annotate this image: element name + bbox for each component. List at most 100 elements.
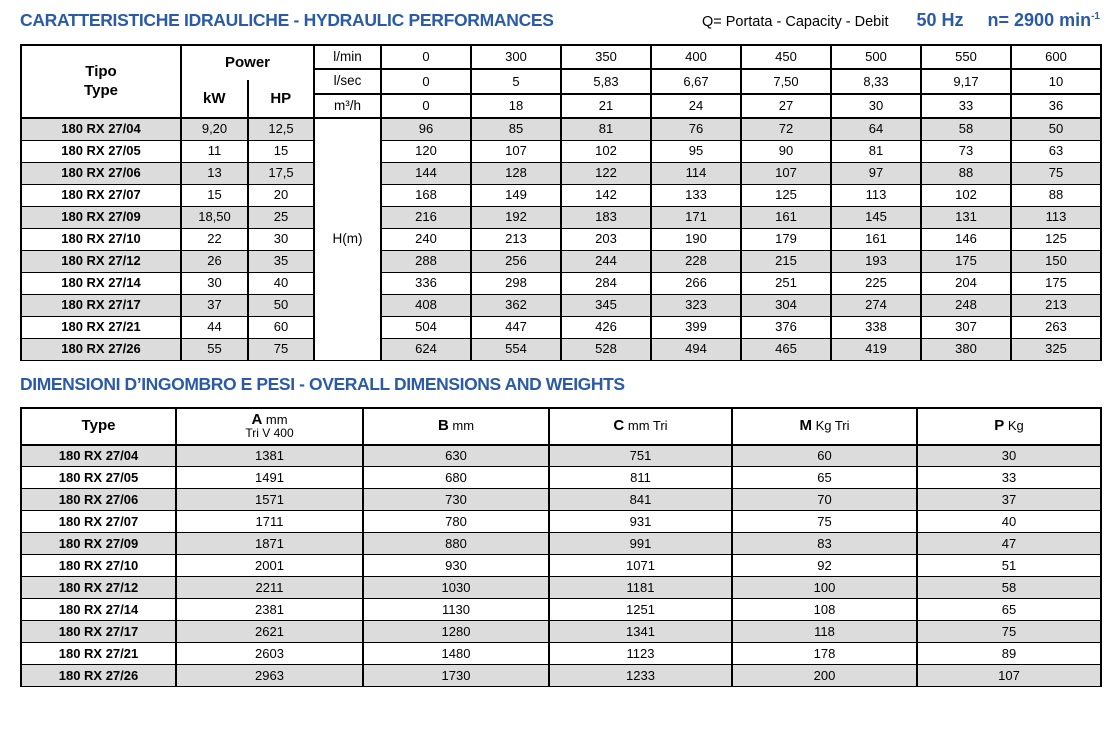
dim-column-header: B mm [362,406,550,446]
dimensions-table-body: 180 RX 27/04 1381 630 751 60 30 180 RX 27/05 14… [20,444,1102,687]
flow-value-cell: 300 [470,43,562,71]
flow-value-cell: 350 [560,43,652,71]
flow-value-cell: 36 [1010,92,1102,120]
weight-m-cell: 200 [731,664,918,687]
weight-m-cell: 70 [731,488,918,511]
head-value-cell: 554 [470,337,562,361]
head-value-cell: 465 [740,337,832,361]
power-kw-cell: 44 [180,315,249,339]
weight-m-cell: 100 [731,576,918,599]
head-value-cell: 97 [830,161,922,185]
flow-value-cell: 5,83 [560,68,652,95]
power-kw-cell: 15 [180,183,249,207]
head-value-cell: 192 [470,205,562,229]
power-kw-cell: 18,50 [180,205,249,229]
dimension-row: 180 RX 27/21 2603 1480 1123 178 89 [20,642,1102,665]
dim-a-cell: 2621 [175,620,364,643]
dimensions-title: DIMENSIONI D’INGOMBRO E PESI - OVERALL D… [20,373,625,394]
dim-a-cell: 1381 [175,444,364,467]
head-value-cell: 304 [740,293,832,317]
flow-unit-label: l/sec [313,68,382,95]
weight-m-cell: 75 [731,510,918,533]
flow-value-cell: 6,67 [650,68,742,95]
dim-c-cell: 1251 [548,598,733,621]
type-label: Type [84,81,118,99]
rotation-speed-exponent: -1 [1091,11,1100,22]
flow-value-cell: 30 [830,92,922,120]
dim-b-cell: 1280 [362,620,550,643]
head-value-cell: 380 [920,337,1012,361]
weight-p-cell: 37 [916,488,1102,511]
head-value-cell: 362 [470,293,562,317]
pump-type-cell: 180 RX 27/26 [20,337,182,361]
tipo-label: Tipo [85,62,117,80]
flow-value-cell: 24 [650,92,742,120]
flow-header-row-lmin: Tipo Type Power kW HP l/min 0 300 350 400 450… [20,43,1102,119]
head-value-cell: 72 [740,117,832,141]
power-hp-cell: 50 [247,293,315,317]
head-value-cell: 298 [470,271,562,295]
dimension-row: 180 RX 27/17 2621 1280 1341 118 75 [20,620,1102,643]
head-value-cell: 128 [470,161,562,185]
head-value-cell: 113 [830,183,922,207]
flow-value-cell: 0 [380,43,472,71]
power-kw-cell: 13 [180,161,249,185]
head-value-cell: 204 [920,271,1012,295]
head-value-cell: 408 [380,293,472,317]
power-kw-cell: 11 [180,139,249,163]
flow-unit-label: l/min [313,43,382,71]
flow-value-cell: 33 [920,92,1012,120]
hydraulic-table-body: 180 RX 27/04 9,20 12,5 H(m) 96 85 81 76 72 64 58 50… [20,117,1102,361]
head-value-cell: 266 [650,271,742,295]
weight-p-cell: 30 [916,444,1102,467]
head-value-cell: 494 [650,337,742,361]
head-value-cell: 81 [830,139,922,163]
dimension-row: 180 RX 27/07 1711 780 931 75 40 [20,510,1102,533]
head-value-cell: 85 [470,117,562,141]
head-value-cell: 145 [830,205,922,229]
head-value-cell: 73 [920,139,1012,163]
dimensions-table: Type A mm Tri V 400 B mm C mm Tri M Kg Tri P K… [20,406,1102,687]
pump-row: 180 RX 27/05 11 15 120 107 102 95 90 81 73 63 [20,139,1102,163]
head-value-cell: 144 [380,161,472,185]
dim-b-cell: 1730 [362,664,550,687]
power-label: Power [224,54,270,72]
hydraulic-table: Tipo Type Power kW HP l/min 0 300 350 400 450… [20,43,1102,361]
head-value-cell: 146 [920,227,1012,251]
power-hp-cell: 20 [247,183,315,207]
head-value-cell: 96 [380,117,472,141]
flow-legend: Q= Portata - Capacity - Debit [701,14,889,30]
pump-row: 180 RX 27/10 22 30 240 213 203 190 179 161 146 125 [20,227,1102,251]
weight-p-cell: 89 [916,642,1102,665]
flow-value-cell: 500 [830,43,922,71]
dim-c-cell: 1341 [548,620,733,643]
pump-type-cell: 180 RX 27/12 [20,249,182,273]
power-kw-cell: 37 [180,293,249,317]
head-value-cell: 274 [830,293,922,317]
flow-header-row-m3h: m³/h 0 18 21 24 27 30 33 36 [21,92,1102,120]
pump-row: 180 RX 27/04 9,20 12,5 H(m) 96 85 81 76 72 64 58 50 [20,117,1102,361]
pump-type-cell: 180 RX 27/17 [20,620,177,643]
pump-row: 180 RX 27/07 15 20 168 149 142 133 125 113 102 88 [20,183,1102,207]
head-value-cell: 263 [1010,315,1102,339]
head-value-cell: 244 [560,249,652,273]
head-value-cell: 113 [1010,205,1102,229]
hydraulic-section-header: CARATTERISTICHE IDRAULICHE - HYDRAULIC P… [20,10,1100,40]
head-value-cell: 325 [1010,337,1102,361]
pump-type-cell: 180 RX 27/07 [20,183,182,207]
pump-type-cell: 180 RX 27/17 [20,293,182,317]
flow-value-cell: 450 [740,43,832,71]
weight-p-cell: 33 [916,466,1102,489]
flow-value-cell: 600 [1010,43,1102,71]
head-value-cell: 284 [560,271,652,295]
dimension-row: 180 RX 27/06 1571 730 841 70 37 [20,488,1102,511]
head-value-cell: 114 [650,161,742,185]
head-value-cell: 225 [830,271,922,295]
pump-row: 180 RX 27/09 18,50 25 216 192 183 171 161 145 131… [20,205,1102,229]
pump-type-cell: 180 RX 27/06 [20,161,182,185]
head-value-cell: 336 [380,271,472,295]
head-value-cell: 125 [740,183,832,207]
head-value-cell: 504 [380,315,472,339]
dim-a-cell: 2211 [175,576,364,599]
head-value-cell: 399 [650,315,742,339]
